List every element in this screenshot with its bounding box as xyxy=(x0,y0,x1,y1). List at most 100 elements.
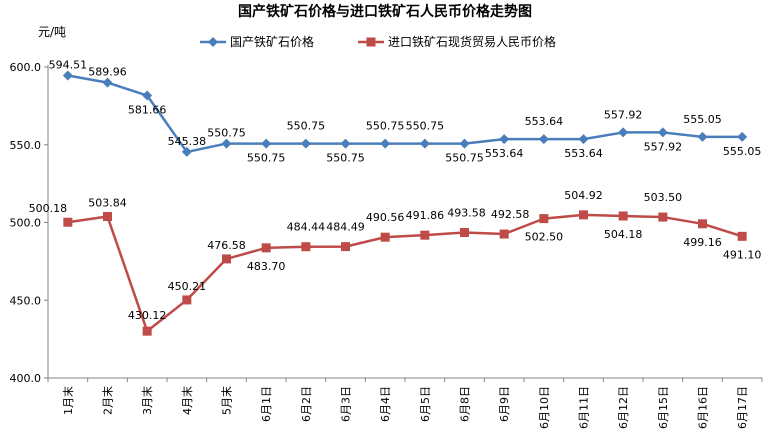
data-point xyxy=(539,214,549,224)
data-point xyxy=(737,131,748,142)
data-labels: 594.51589.96581.66545.38550.75550.75550.… xyxy=(29,59,762,323)
data-label: 581.66 xyxy=(128,104,167,117)
data-point xyxy=(380,232,390,242)
data-point xyxy=(62,70,73,81)
data-point xyxy=(579,210,588,220)
data-label: 503.50 xyxy=(644,191,683,204)
y-tick-label: 400.0 xyxy=(10,372,42,385)
data-label: 504.18 xyxy=(604,228,643,241)
data-point xyxy=(658,212,668,222)
data-point xyxy=(499,229,509,239)
x-tick-label: 6月10日 xyxy=(538,386,551,429)
data-label: 555.05 xyxy=(723,145,762,158)
data-label: 550.75 xyxy=(287,120,326,133)
data-point xyxy=(222,254,231,264)
x-tick-label: 6月9日 xyxy=(498,386,511,422)
data-point xyxy=(300,138,311,149)
data-label: 557.92 xyxy=(644,140,683,153)
data-label: 430.12 xyxy=(128,309,167,322)
x-tick-label: 6月8日 xyxy=(459,386,472,422)
data-point xyxy=(340,138,351,149)
data-label: 553.64 xyxy=(525,115,564,128)
data-point xyxy=(459,138,470,149)
data-point xyxy=(301,242,311,252)
chart-title: 国产铁矿石价格与进口铁矿石人民币价格走势图 xyxy=(238,3,532,20)
data-label: 504.92 xyxy=(564,189,603,202)
legend-label: 进口铁矿石现货贸易人民币价格 xyxy=(388,34,556,49)
data-label: 589.96 xyxy=(88,66,127,79)
x-tick-label: 2月末 xyxy=(101,386,115,415)
legend: 国产铁矿石价格 进口铁矿石现货贸易人民币价格 xyxy=(200,34,556,49)
data-label: 484.44 xyxy=(287,221,326,234)
data-point xyxy=(63,217,73,227)
y-tick-label: 600.0 xyxy=(10,61,42,74)
data-label: 550.75 xyxy=(406,120,445,133)
x-tick-label: 6月5日 xyxy=(419,386,432,422)
series-line xyxy=(67,213,743,333)
data-label: 484.49 xyxy=(326,221,365,234)
data-label: 550.75 xyxy=(247,152,286,165)
data-label: 476.58 xyxy=(207,239,246,252)
data-label: 557.92 xyxy=(604,108,643,121)
data-label: 502.50 xyxy=(525,231,564,244)
data-label: 493.58 xyxy=(447,206,486,219)
legend-item-2: 进口铁矿石现货贸易人民币价格 xyxy=(358,34,556,49)
x-tick-label: 6月16日 xyxy=(697,386,710,429)
x-tick-label: 1月末 xyxy=(61,386,75,415)
data-label: 491.86 xyxy=(406,209,445,222)
x-tick-label: 4月末 xyxy=(180,386,194,415)
legend-item-1: 国产铁矿石价格 xyxy=(200,34,314,49)
data-label: 545.38 xyxy=(168,135,207,148)
y-axis-unit: 元/吨 xyxy=(38,25,66,39)
x-tick-label: 6月11日 xyxy=(578,386,591,429)
data-label: 490.56 xyxy=(366,211,405,224)
data-point xyxy=(657,127,668,138)
x-tick-label: 5月末 xyxy=(220,386,234,415)
data-label: 499.16 xyxy=(683,236,722,249)
data-point xyxy=(182,295,192,305)
data-point xyxy=(142,326,152,336)
series-layer xyxy=(62,70,748,336)
data-point xyxy=(419,138,430,149)
data-label: 500.18 xyxy=(29,202,68,215)
data-point xyxy=(538,134,549,145)
data-label: 450.21 xyxy=(168,280,207,293)
data-label: 553.64 xyxy=(564,147,603,160)
data-point xyxy=(102,77,113,88)
data-point xyxy=(499,134,510,145)
data-label: 491.10 xyxy=(723,248,762,261)
axes: 400.0 450.0 500.0 550.0 600.0 1月末 2月末 3月末 4月末 5月末… xyxy=(10,61,763,429)
data-point xyxy=(142,90,153,101)
data-label: 555.05 xyxy=(683,113,722,126)
x-tick-label: 6月15日 xyxy=(657,386,670,429)
data-label: 503.84 xyxy=(88,197,127,210)
data-point xyxy=(181,146,192,157)
data-label: 492.58 xyxy=(491,208,530,221)
series-line xyxy=(67,74,743,154)
data-point xyxy=(261,138,272,149)
data-label: 550.75 xyxy=(445,152,484,165)
data-point xyxy=(380,138,391,149)
legend-label: 国产铁矿石价格 xyxy=(230,34,314,49)
x-tick-label: 6月17日 xyxy=(736,386,749,429)
data-point xyxy=(697,131,708,142)
data-point xyxy=(578,134,589,145)
data-point xyxy=(698,219,707,229)
y-tick-label: 550.0 xyxy=(10,139,42,152)
data-point xyxy=(341,242,350,252)
data-label: 550.75 xyxy=(207,127,246,140)
data-label: 550.75 xyxy=(326,152,365,165)
data-point xyxy=(103,212,112,222)
data-label: 483.70 xyxy=(247,260,286,273)
y-tick-label: 450.0 xyxy=(10,294,42,307)
x-tick-label: 6月3日 xyxy=(340,386,353,422)
data-label: 553.64 xyxy=(485,147,524,160)
data-label: 594.51 xyxy=(49,59,88,72)
data-label: 550.75 xyxy=(366,120,405,133)
y-tick-label: 500.0 xyxy=(10,217,42,230)
data-point xyxy=(221,138,232,149)
data-point xyxy=(737,231,747,241)
series-2 xyxy=(63,210,747,336)
